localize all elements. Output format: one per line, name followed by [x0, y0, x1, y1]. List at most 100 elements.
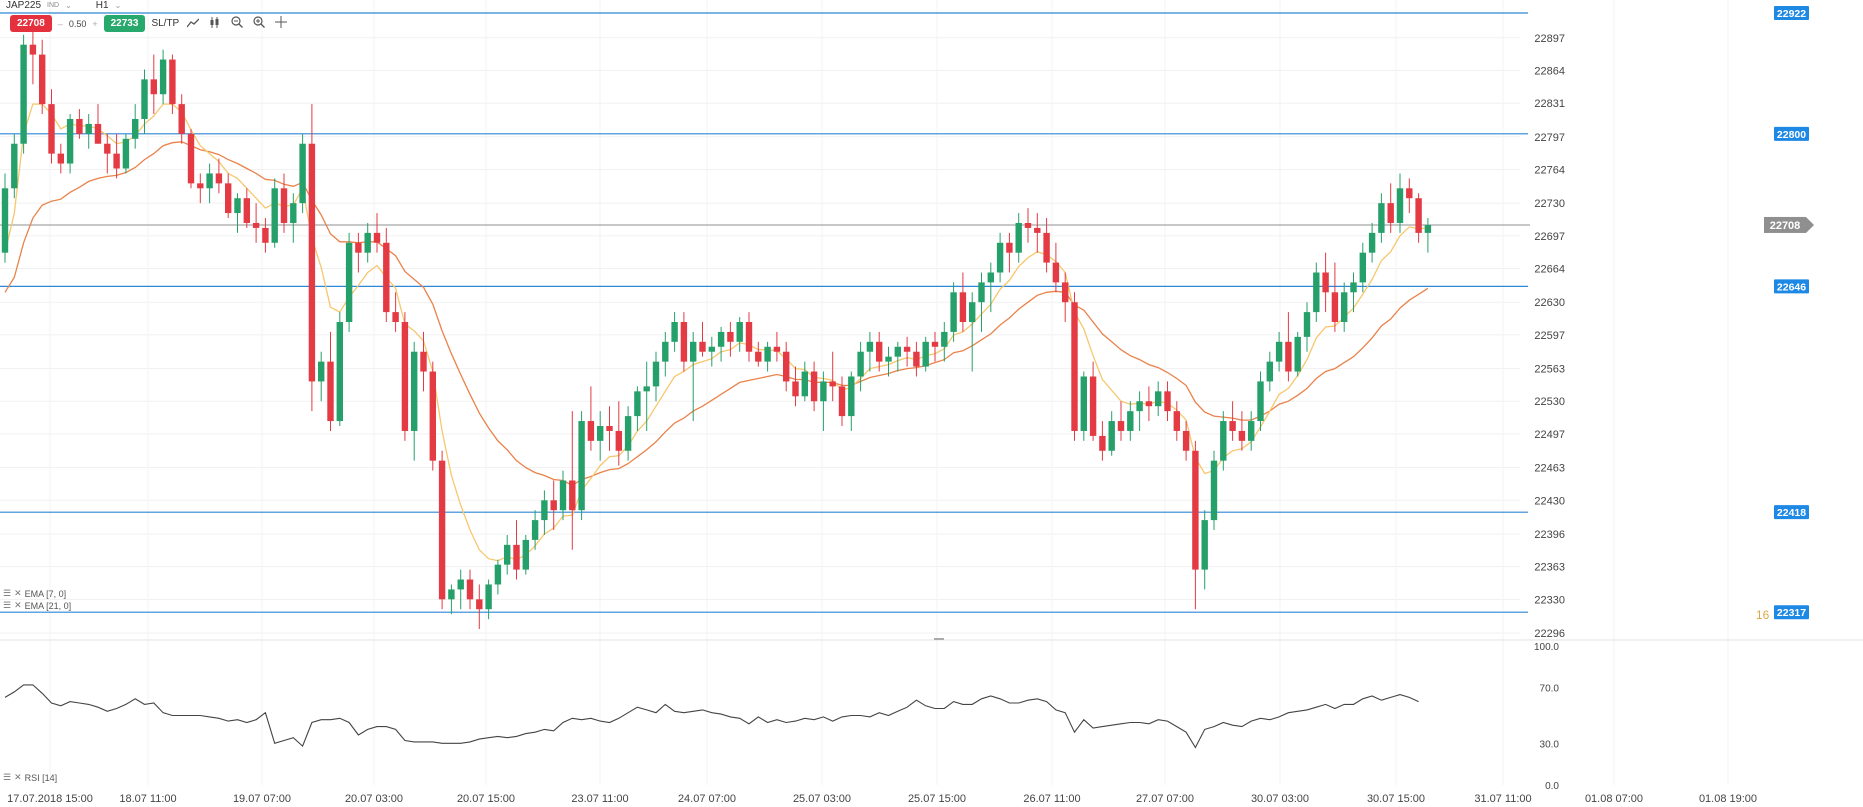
- candle-body: [1359, 252, 1366, 283]
- candle-body: [1266, 361, 1273, 382]
- close-icon[interactable]: ✕: [14, 588, 22, 598]
- menu-icon[interactable]: ☰: [3, 772, 12, 782]
- partial-label: 16: [1756, 608, 1770, 622]
- ema-slow-line: [4, 141, 1429, 487]
- candle-body: [1062, 282, 1069, 303]
- candle-body: [187, 133, 195, 184]
- candle-body: [271, 188, 278, 243]
- candle-body: [308, 143, 316, 382]
- candle-body: [755, 351, 762, 362]
- candle-body: [66, 118, 74, 164]
- candle-body: [634, 391, 641, 417]
- buy-button[interactable]: 22733: [103, 15, 146, 32]
- menu-icon[interactable]: ☰: [3, 600, 12, 610]
- candle-body: [466, 579, 474, 600]
- candle-body: [420, 351, 427, 372]
- rsi-panel: [4, 684, 1419, 749]
- candle-body: [1136, 401, 1143, 412]
- candle-body: [541, 500, 548, 521]
- candle-body: [1322, 272, 1329, 293]
- candle-body: [76, 118, 83, 134]
- candle-body: [559, 480, 567, 511]
- candle-body: [1155, 391, 1162, 407]
- level-price-label-bg: [1774, 6, 1809, 20]
- chevron-down-icon[interactable]: ⌄: [114, 1, 122, 10]
- legend-rsi[interactable]: ☰ ✕ RSI [14]: [3, 772, 57, 783]
- level-price-label: 22800: [1777, 129, 1806, 141]
- crosshair-icon[interactable]: [273, 16, 289, 31]
- volume-stepper[interactable]: – 0.50 +: [58, 19, 98, 29]
- level-price-label: 22922: [1777, 8, 1806, 20]
- candle-body: [383, 242, 390, 313]
- panel-resize-handle: [934, 638, 944, 640]
- candle-body: [48, 104, 55, 154]
- candle-body: [1117, 421, 1125, 431]
- candle-body: [401, 322, 409, 431]
- legend-ema-fast[interactable]: ☰ ✕ EMA [7, 0]: [3, 588, 66, 599]
- candle-body: [959, 292, 967, 323]
- candle-body: [866, 341, 874, 352]
- zoom-out-icon[interactable]: [229, 16, 245, 31]
- close-icon[interactable]: ✕: [14, 600, 22, 610]
- candle-body: [531, 520, 539, 540]
- candle-body: [587, 421, 595, 441]
- candle-body: [1303, 312, 1311, 337]
- chevron-down-icon[interactable]: ⌄: [65, 1, 72, 10]
- price-tick-label: 22864: [1534, 65, 1565, 77]
- menu-icon[interactable]: ☰: [3, 588, 12, 598]
- candle-body: [1006, 242, 1013, 253]
- candle-body: [941, 331, 948, 347]
- time-tick-label: 31.07 11:00: [1474, 793, 1531, 805]
- legend-ema-slow[interactable]: ☰ ✕ EMA [21, 0]: [3, 600, 71, 611]
- level-price-label: 22418: [1777, 507, 1806, 519]
- time-tick-label: 20.07 03:00: [345, 793, 403, 805]
- minus-button[interactable]: –: [57, 18, 63, 29]
- candle-body: [150, 79, 157, 95]
- sltp-button[interactable]: SL/TP: [151, 18, 180, 29]
- candle-body: [457, 579, 464, 590]
- candle-body: [1406, 188, 1413, 199]
- ema-fast-label: EMA [7, 0]: [24, 588, 67, 599]
- plus-button[interactable]: +: [92, 18, 98, 29]
- current-price-tag: [1764, 216, 1806, 233]
- candle-body: [1173, 411, 1180, 431]
- close-icon[interactable]: ✕: [14, 772, 22, 782]
- level-price-label-bg: [1774, 279, 1809, 294]
- candle-body: [225, 183, 232, 214]
- candle-body: [215, 173, 223, 184]
- candle-body: [922, 341, 929, 367]
- ema-lines: [4, 103, 1429, 562]
- chart-header: JAP225 IND ⌄ H1 ⌄ 22708 – 0.50 + 22733 S…: [0, 0, 1000, 32]
- candle-body: [699, 341, 706, 352]
- rsi-tick-label: 70.0: [1540, 684, 1560, 695]
- candle-body: [1350, 282, 1357, 293]
- candle-body: [336, 322, 343, 422]
- time-tick-label: 01.08 19:00: [1699, 793, 1757, 805]
- candle-body: [1192, 450, 1199, 570]
- candles-icon[interactable]: [207, 16, 223, 31]
- line-chart-icon[interactable]: [185, 17, 201, 31]
- rsi-label: RSI [14]: [24, 772, 58, 783]
- candle-body: [1043, 232, 1050, 263]
- candle-body: [783, 351, 790, 382]
- current-price-tag-tip: [1806, 216, 1814, 233]
- candle-body: [1034, 227, 1041, 233]
- volume-value[interactable]: 0.50: [68, 18, 87, 29]
- candle-body: [931, 341, 939, 347]
- timeframe-selector[interactable]: H1: [95, 0, 109, 11]
- candle-body: [39, 54, 46, 105]
- zoom-in-icon[interactable]: [251, 16, 267, 31]
- time-tick-label: 20.07 15:00: [457, 793, 515, 805]
- candle-body: [411, 351, 418, 431]
- candle-body: [513, 544, 520, 570]
- candle-body: [894, 346, 901, 357]
- candle-body: [1052, 262, 1060, 283]
- candle-body: [652, 361, 660, 387]
- price-tick-label: 22630: [1534, 297, 1565, 309]
- symbol-name[interactable]: JAP225: [6, 0, 42, 11]
- candle-body: [885, 356, 892, 362]
- sell-button[interactable]: 22708: [10, 15, 52, 32]
- candle-body: [1378, 203, 1385, 233]
- price-tick-label: 22430: [1534, 495, 1565, 507]
